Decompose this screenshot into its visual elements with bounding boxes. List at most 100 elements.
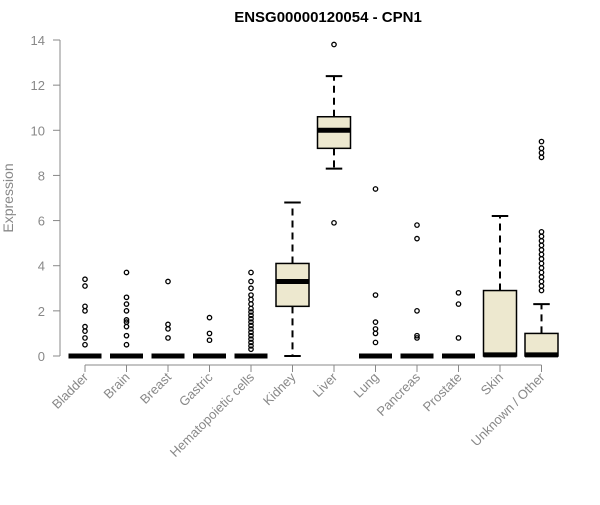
outlier-point bbox=[539, 275, 543, 279]
box-group bbox=[193, 315, 226, 356]
x-tick-label: Breast bbox=[137, 369, 174, 406]
y-tick-label: 0 bbox=[38, 349, 45, 364]
outlier-point bbox=[332, 221, 336, 225]
x-tick-label: Prostate bbox=[420, 370, 465, 415]
box-group bbox=[276, 203, 309, 356]
x-tick-label: Gastric bbox=[176, 369, 216, 409]
x-tick-label: Brain bbox=[101, 370, 133, 402]
outlier-point bbox=[83, 324, 87, 328]
outlier-point bbox=[249, 302, 253, 306]
box-group bbox=[318, 42, 351, 225]
outlier-point bbox=[539, 266, 543, 270]
outlier-point bbox=[539, 230, 543, 234]
outlier-point bbox=[83, 304, 87, 308]
outlier-point bbox=[249, 286, 253, 290]
y-tick-label: 8 bbox=[38, 168, 45, 183]
x-tick-label: Unknown / Other bbox=[468, 369, 548, 449]
outlier-point bbox=[373, 187, 377, 191]
outlier-point bbox=[83, 329, 87, 333]
outlier-point bbox=[373, 320, 377, 324]
outlier-point bbox=[539, 284, 543, 288]
outlier-point bbox=[415, 236, 419, 240]
outlier-point bbox=[207, 338, 211, 342]
outlier-point bbox=[124, 270, 128, 274]
outlier-point bbox=[166, 336, 170, 340]
outlier-point bbox=[539, 151, 543, 155]
chart-title: ENSG00000120054 - CPN1 bbox=[234, 9, 422, 26]
box-group bbox=[110, 270, 143, 356]
box-group bbox=[442, 291, 475, 356]
boxplot-chart: ENSG00000120054 - CPN1 Expression 0 2 4 6 8 1… bbox=[0, 0, 600, 500]
outlier-point bbox=[373, 340, 377, 344]
outlier-point bbox=[124, 324, 128, 328]
outlier-point bbox=[539, 270, 543, 274]
y-tick-label: 4 bbox=[38, 259, 45, 274]
outlier-point bbox=[83, 309, 87, 313]
outlier-point bbox=[83, 336, 87, 340]
outlier-point bbox=[539, 252, 543, 256]
box-group bbox=[359, 187, 392, 356]
y-tick-label: 12 bbox=[31, 78, 45, 93]
box-body bbox=[484, 291, 517, 356]
outlier-point bbox=[539, 261, 543, 265]
outlier-point bbox=[456, 302, 460, 306]
outlier-point bbox=[166, 279, 170, 283]
outlier-point bbox=[415, 309, 419, 313]
outlier-point bbox=[539, 243, 543, 247]
outlier-point bbox=[539, 234, 543, 238]
outlier-point bbox=[124, 302, 128, 306]
box-group bbox=[152, 279, 185, 356]
box-body bbox=[276, 263, 309, 306]
outlier-point bbox=[207, 315, 211, 319]
outlier-point bbox=[249, 293, 253, 297]
outlier-point bbox=[124, 333, 128, 337]
outlier-point bbox=[539, 257, 543, 261]
box-group bbox=[69, 277, 102, 356]
outlier-point bbox=[249, 297, 253, 301]
x-tick-label: Kidney bbox=[260, 369, 299, 408]
outlier-point bbox=[539, 139, 543, 143]
y-tick-label: 14 bbox=[31, 33, 45, 48]
outlier-point bbox=[539, 248, 543, 252]
outlier-point bbox=[249, 279, 253, 283]
y-tick-label: 2 bbox=[38, 304, 45, 319]
box-series bbox=[69, 42, 559, 356]
x-tick-label: Skin bbox=[478, 370, 506, 398]
box-group bbox=[484, 216, 517, 356]
x-tick-label: Lung bbox=[351, 370, 382, 401]
outlier-point bbox=[373, 293, 377, 297]
chart-svg: ENSG00000120054 - CPN1 Expression 0 2 4 6 8 1… bbox=[0, 0, 600, 500]
outlier-point bbox=[539, 155, 543, 159]
outlier-point bbox=[83, 343, 87, 347]
box-group bbox=[401, 223, 434, 356]
outlier-point bbox=[124, 295, 128, 299]
outlier-point bbox=[456, 336, 460, 340]
outlier-point bbox=[539, 288, 543, 292]
y-axis: 0 2 4 6 8 10 12 14 bbox=[31, 33, 60, 364]
outlier-point bbox=[373, 327, 377, 331]
outlier-point bbox=[166, 327, 170, 331]
outlier-point bbox=[539, 239, 543, 243]
outlier-point bbox=[83, 277, 87, 281]
x-tick-label: Liver bbox=[310, 369, 341, 400]
y-tick-label: 6 bbox=[38, 214, 45, 229]
outlier-point bbox=[124, 343, 128, 347]
y-tick-label: 10 bbox=[31, 123, 45, 138]
outlier-point bbox=[415, 223, 419, 227]
box-group bbox=[235, 270, 268, 356]
outlier-point bbox=[539, 279, 543, 283]
outlier-point bbox=[456, 291, 460, 295]
outlier-point bbox=[207, 331, 211, 335]
x-tick-label: Bladder bbox=[49, 369, 92, 412]
outlier-point bbox=[249, 270, 253, 274]
outlier-point bbox=[373, 331, 377, 335]
box-group bbox=[525, 139, 558, 356]
outlier-point bbox=[332, 42, 336, 46]
x-tick-label: Pancreas bbox=[374, 369, 424, 419]
outlier-point bbox=[83, 284, 87, 288]
outlier-point bbox=[166, 322, 170, 326]
outlier-point bbox=[124, 309, 128, 313]
y-axis-label: Expression bbox=[0, 163, 16, 232]
outlier-point bbox=[539, 146, 543, 150]
